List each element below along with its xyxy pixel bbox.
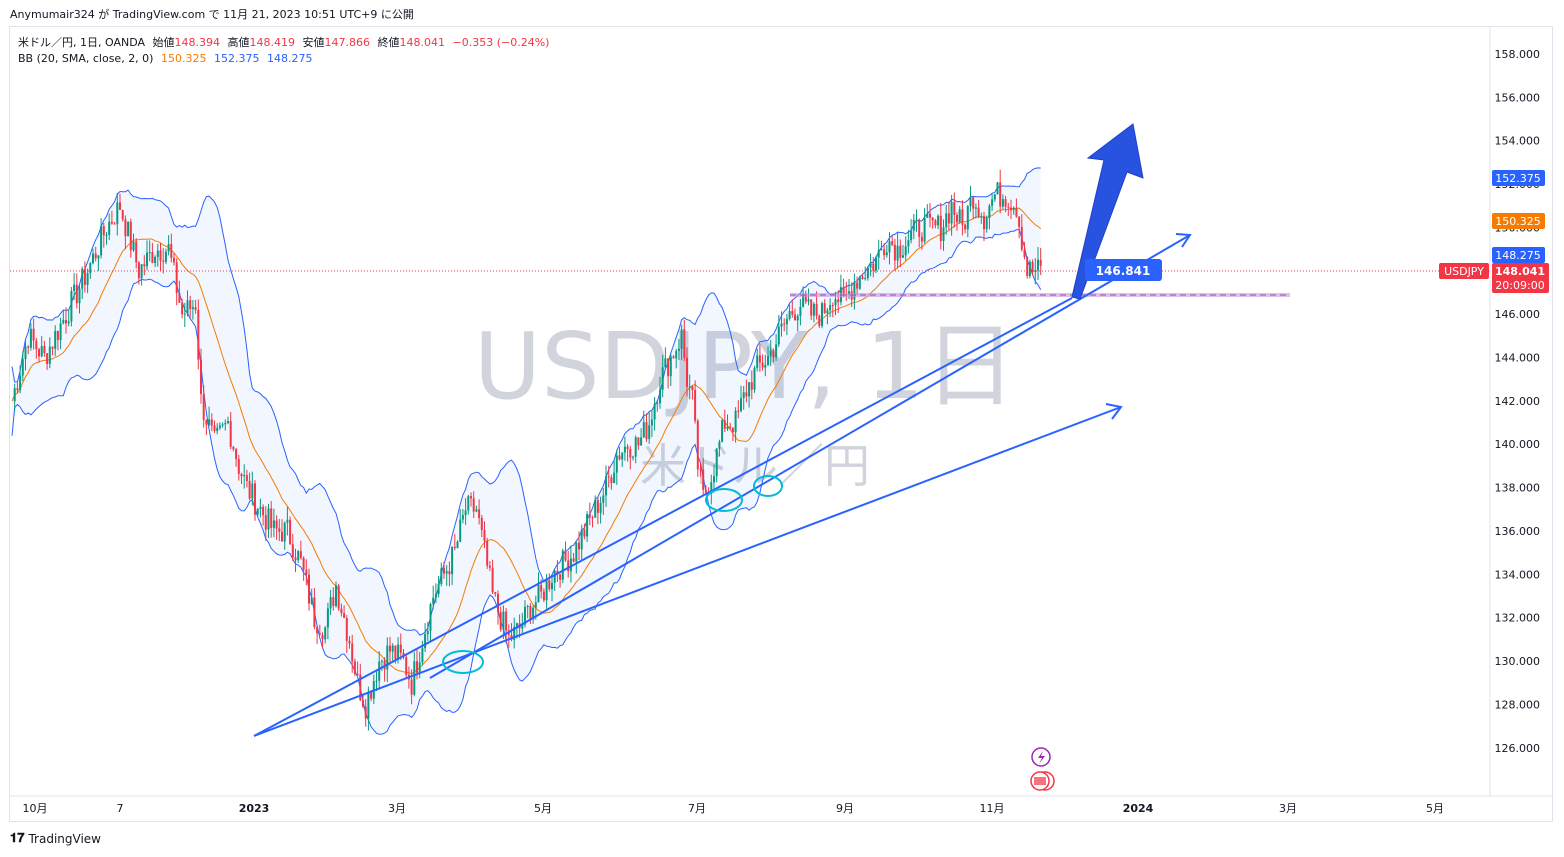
tradingview-logo-icon: 𝟏𝟕 — [10, 831, 25, 846]
legend-bb-row: BB (20, SMA, close, 2, 0) 150.325 152.37… — [18, 51, 553, 67]
legend-close: 148.041 — [399, 36, 446, 49]
legend-bb-up: 152.375 — [213, 52, 260, 65]
legend-bb-label[interactable]: BB (20, SMA, close, 2, 0) — [18, 52, 154, 65]
legend-open: 148.394 — [174, 36, 221, 49]
legend-change: −0.353 (−0.24%) — [452, 36, 550, 49]
chart-frame — [9, 26, 1553, 822]
legend-low: 147.866 — [324, 36, 371, 49]
legend-high-label: 高値 — [227, 36, 250, 49]
legend-open-label: 始値 — [152, 36, 175, 49]
legend-close-label: 終値 — [377, 36, 400, 49]
legend-symbol[interactable]: 米ドル／円, 1日, OANDA — [18, 36, 146, 49]
publish-info: Anymumair324 が TradingView.com で 11月 21,… — [10, 8, 414, 21]
legend-bb-low: 148.275 — [266, 52, 313, 65]
legend-high: 148.419 — [249, 36, 296, 49]
legend: 米ドル／円, 1日, OANDA 始値148.394 高値148.419 安値1… — [18, 35, 553, 67]
legend-bb-mid: 150.325 — [160, 52, 207, 65]
legend-symbol-row: 米ドル／円, 1日, OANDA 始値148.394 高値148.419 安値1… — [18, 35, 553, 51]
legend-low-label: 安値 — [302, 36, 325, 49]
footer-brand-text: TradingView — [28, 831, 101, 846]
footer-brand[interactable]: 𝟏𝟕 TradingView — [10, 831, 101, 846]
